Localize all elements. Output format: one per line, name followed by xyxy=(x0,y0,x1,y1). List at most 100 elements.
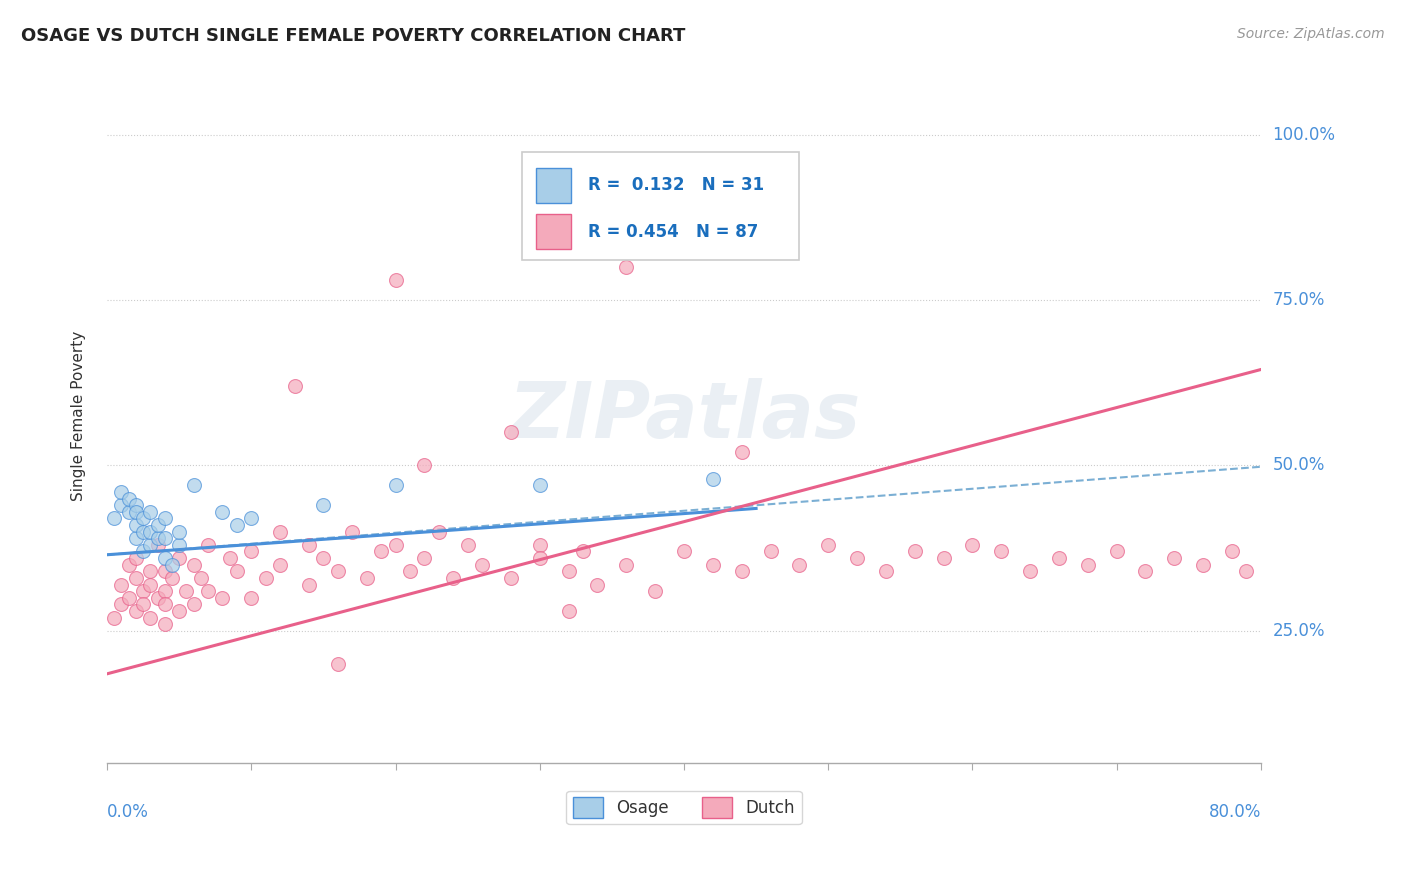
Point xyxy=(284,379,307,393)
FancyBboxPatch shape xyxy=(536,214,571,249)
Point xyxy=(118,491,141,506)
Point xyxy=(1047,551,1070,566)
Point xyxy=(160,571,183,585)
Point xyxy=(557,564,579,578)
Point xyxy=(1077,558,1099,572)
Point xyxy=(167,524,190,539)
Point xyxy=(103,610,125,624)
Text: 50.0%: 50.0% xyxy=(1272,457,1324,475)
Point xyxy=(413,458,436,473)
Point xyxy=(254,571,277,585)
Point xyxy=(457,538,479,552)
Point xyxy=(146,591,169,605)
Point xyxy=(1105,544,1128,558)
Point xyxy=(132,511,155,525)
Point xyxy=(904,544,927,558)
Point xyxy=(132,584,155,599)
Point xyxy=(125,498,148,512)
Point xyxy=(167,551,190,566)
Point xyxy=(427,524,450,539)
Point xyxy=(298,538,321,552)
Point xyxy=(342,524,364,539)
Point xyxy=(153,564,176,578)
Point xyxy=(789,558,811,572)
Point xyxy=(1135,564,1157,578)
Point xyxy=(132,598,155,612)
Point xyxy=(1236,564,1258,578)
Point xyxy=(153,617,176,632)
Text: 100.0%: 100.0% xyxy=(1272,126,1336,144)
Point xyxy=(139,524,162,539)
Text: OSAGE VS DUTCH SINGLE FEMALE POVERTY CORRELATION CHART: OSAGE VS DUTCH SINGLE FEMALE POVERTY COR… xyxy=(21,27,686,45)
Text: R =  0.132   N = 31: R = 0.132 N = 31 xyxy=(588,177,765,194)
Point xyxy=(183,558,205,572)
Point xyxy=(499,571,522,585)
Point xyxy=(218,551,240,566)
Point xyxy=(1220,544,1243,558)
Point xyxy=(471,558,494,572)
Point xyxy=(846,551,869,566)
Point xyxy=(125,571,148,585)
Point xyxy=(614,260,637,274)
Point xyxy=(499,425,522,440)
Point xyxy=(153,584,176,599)
Point xyxy=(146,518,169,533)
Point xyxy=(441,571,464,585)
Point xyxy=(240,591,263,605)
Point xyxy=(269,524,291,539)
Legend: Osage, Dutch: Osage, Dutch xyxy=(567,790,801,824)
Point xyxy=(139,564,162,578)
Point xyxy=(962,538,984,552)
Point xyxy=(529,478,551,492)
Point xyxy=(312,498,335,512)
Point xyxy=(211,505,233,519)
Point xyxy=(672,544,695,558)
Point xyxy=(384,273,406,287)
Point xyxy=(139,505,162,519)
Point xyxy=(167,538,190,552)
Point xyxy=(110,498,132,512)
Point xyxy=(1192,558,1215,572)
Point xyxy=(586,577,609,591)
Point xyxy=(356,571,378,585)
Point xyxy=(103,511,125,525)
Text: ZIPatlas: ZIPatlas xyxy=(508,378,860,454)
Point xyxy=(183,598,205,612)
Point xyxy=(702,558,724,572)
Point xyxy=(326,657,349,671)
Point xyxy=(110,598,132,612)
Point xyxy=(730,564,752,578)
Point xyxy=(125,604,148,618)
Point xyxy=(298,577,321,591)
Point xyxy=(139,610,162,624)
Point xyxy=(125,518,148,533)
Text: Source: ZipAtlas.com: Source: ZipAtlas.com xyxy=(1237,27,1385,41)
Point xyxy=(817,538,839,552)
Y-axis label: Single Female Poverty: Single Female Poverty xyxy=(72,331,86,501)
Point xyxy=(153,551,176,566)
Point xyxy=(240,511,263,525)
Point xyxy=(125,531,148,545)
Point xyxy=(118,505,141,519)
Point xyxy=(139,577,162,591)
Point xyxy=(132,524,155,539)
Point xyxy=(932,551,955,566)
Point xyxy=(225,518,247,533)
Point xyxy=(702,472,724,486)
Point xyxy=(110,484,132,499)
Point xyxy=(139,538,162,552)
Point xyxy=(197,538,219,552)
Text: 25.0%: 25.0% xyxy=(1272,622,1324,640)
Point xyxy=(399,564,422,578)
Point xyxy=(146,538,169,552)
Point xyxy=(225,564,247,578)
Point xyxy=(153,598,176,612)
Point xyxy=(132,544,155,558)
Point xyxy=(118,591,141,605)
Point xyxy=(146,531,169,545)
Point xyxy=(190,571,212,585)
Point xyxy=(110,577,132,591)
Point xyxy=(644,584,666,599)
Point xyxy=(326,564,349,578)
Point xyxy=(240,544,263,558)
